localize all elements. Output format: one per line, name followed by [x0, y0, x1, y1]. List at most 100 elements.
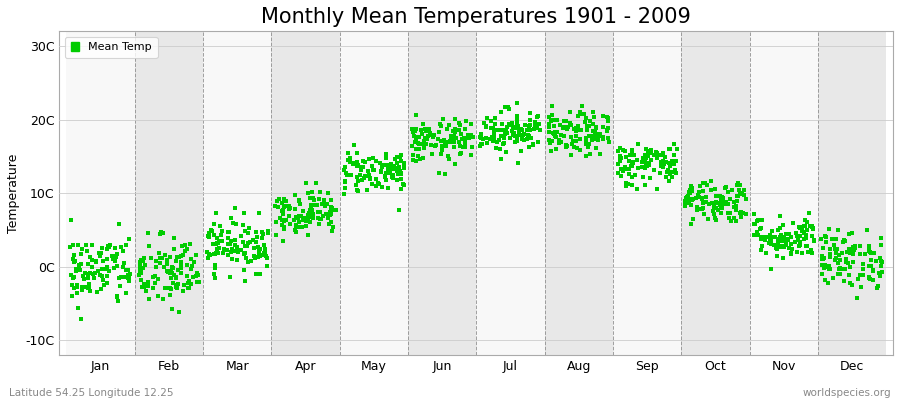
Point	[649, 149, 663, 156]
Point	[644, 150, 658, 156]
Point	[327, 206, 341, 213]
Point	[784, 251, 798, 258]
Point	[240, 259, 255, 265]
Point	[815, 262, 830, 268]
Point	[412, 140, 427, 147]
Point	[763, 236, 778, 243]
Point	[210, 234, 224, 241]
Point	[259, 252, 274, 259]
Point	[586, 128, 600, 134]
Point	[639, 161, 653, 168]
Point	[733, 210, 747, 216]
Point	[350, 162, 365, 169]
Point	[581, 133, 596, 140]
Point	[249, 229, 264, 235]
Point	[202, 234, 216, 240]
Point	[590, 125, 604, 131]
Point	[862, 276, 877, 282]
Point	[112, 275, 127, 282]
Point	[309, 179, 323, 186]
Bar	[544, 31, 613, 355]
Point	[299, 180, 313, 186]
Point	[479, 122, 493, 129]
Point	[81, 275, 95, 281]
Point	[68, 258, 83, 264]
Point	[523, 110, 537, 116]
Point	[795, 228, 809, 234]
Point	[658, 154, 672, 160]
Point	[408, 139, 422, 145]
Point	[696, 199, 710, 205]
Point	[641, 148, 655, 155]
Point	[773, 224, 788, 231]
Point	[210, 246, 224, 252]
Point	[585, 137, 599, 144]
Point	[350, 150, 365, 156]
Point	[602, 139, 616, 146]
Point	[464, 152, 478, 158]
Point	[201, 232, 215, 239]
Point	[222, 241, 237, 248]
Point	[562, 108, 577, 115]
Point	[511, 131, 526, 138]
Point	[613, 156, 627, 163]
Point	[163, 254, 177, 260]
Point	[724, 217, 738, 224]
Point	[251, 210, 266, 216]
Point	[599, 114, 614, 120]
Point	[439, 139, 454, 146]
Point	[511, 159, 526, 166]
Point	[346, 160, 361, 167]
Point	[683, 221, 698, 228]
Point	[527, 119, 542, 125]
Point	[624, 163, 638, 170]
Point	[435, 146, 449, 152]
Point	[464, 121, 479, 127]
Point	[244, 258, 258, 264]
Point	[642, 162, 656, 168]
Point	[693, 183, 707, 189]
Point	[781, 236, 796, 242]
Point	[141, 230, 156, 237]
Point	[650, 155, 664, 162]
Point	[448, 116, 463, 122]
Point	[652, 169, 667, 176]
Point	[684, 183, 698, 189]
Point	[799, 243, 814, 249]
Point	[770, 246, 784, 252]
Point	[625, 162, 639, 168]
Point	[346, 161, 361, 167]
Point	[69, 266, 84, 272]
Point	[417, 138, 431, 144]
Point	[275, 208, 290, 215]
Point	[739, 196, 753, 202]
Point	[112, 283, 127, 290]
Point	[109, 254, 123, 260]
Point	[268, 203, 283, 210]
Point	[233, 233, 248, 239]
Point	[238, 228, 252, 234]
Point	[500, 148, 514, 155]
Point	[698, 180, 712, 186]
Point	[643, 147, 657, 154]
Point	[793, 242, 807, 248]
Point	[714, 210, 728, 216]
Point	[621, 181, 635, 187]
Point	[373, 160, 387, 166]
Point	[166, 246, 181, 252]
Point	[242, 238, 256, 245]
Point	[187, 258, 202, 265]
Point	[680, 200, 695, 206]
Point	[230, 249, 245, 256]
Point	[410, 153, 425, 159]
Point	[614, 173, 628, 179]
Point	[177, 241, 192, 248]
Point	[588, 133, 602, 140]
Point	[780, 236, 795, 242]
Point	[510, 122, 525, 129]
Point	[709, 200, 724, 207]
Point	[274, 200, 289, 207]
Point	[271, 204, 285, 210]
Point	[274, 216, 289, 223]
Point	[354, 164, 368, 170]
